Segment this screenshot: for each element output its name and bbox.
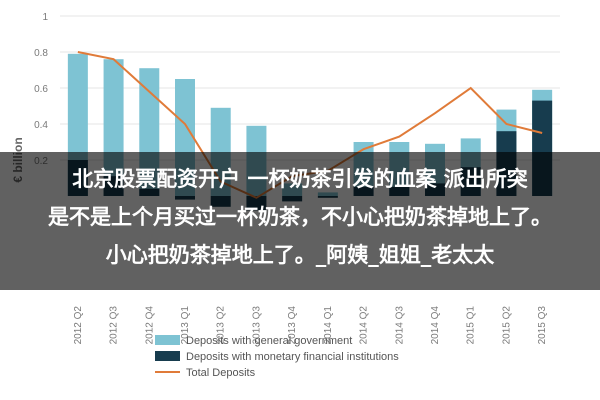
legend-label: Total Deposits	[186, 367, 256, 379]
x-tick-label: 2014 Q1	[323, 306, 334, 345]
x-tick-label: 2015 Q1	[466, 306, 477, 345]
x-tick-label: 2012 Q2	[73, 306, 84, 345]
legend-label: Deposits with general government	[186, 335, 352, 347]
legend-label: Deposits with monetary financial institu…	[186, 351, 399, 363]
y-tick-label: 1	[42, 12, 48, 23]
x-tick-label: 2014 Q2	[359, 306, 370, 345]
x-tick-label: 2013 Q1	[180, 306, 191, 345]
x-tick-label: 2015 Q3	[537, 306, 548, 345]
x-tick-label: 2014 Q4	[430, 306, 441, 345]
y-tick-label: 0.8	[34, 48, 48, 59]
caption-overlay: 北京股票配资开户 一杯奶茶引发的血案 派出所突 是不是上个月买过一杯奶茶，不小心…	[0, 152, 600, 290]
x-tick-labels: 2012 Q2 2012 Q3 2012 Q4 2013 Q1 2013 Q2 2013 …	[73, 306, 548, 345]
legend-swatch	[155, 335, 180, 345]
overlay-line-3: 小心把奶茶掉地上了。_阿姨_姐姐_老太太	[105, 243, 495, 267]
x-tick-label: 2013 Q3	[251, 306, 262, 345]
x-tick-label: 2013 Q2	[216, 306, 227, 345]
y-tick-labels: 10.80.60.40.2	[34, 12, 48, 167]
y-tick-label: 0.4	[34, 120, 48, 131]
overlay-line-1: 北京股票配资开户 一杯奶茶引发的血案 派出所突	[72, 167, 528, 191]
x-tick-label: 2012 Q4	[144, 306, 155, 345]
x-tick-label: 2012 Q3	[109, 306, 120, 345]
overlay-line-2: 是不是上个月买过一杯奶茶，不小心把奶茶掉地上了。	[48, 205, 552, 229]
x-tick-label: 2015 Q2	[501, 306, 512, 345]
legend-swatch	[155, 351, 180, 361]
x-tick-label: 2014 Q3	[394, 306, 405, 345]
legend: Deposits with general government Deposits…	[155, 335, 399, 379]
x-tick-label: 2013 Q4	[287, 306, 298, 345]
y-tick-label: 0.6	[34, 84, 48, 95]
gridlines	[60, 15, 560, 161]
